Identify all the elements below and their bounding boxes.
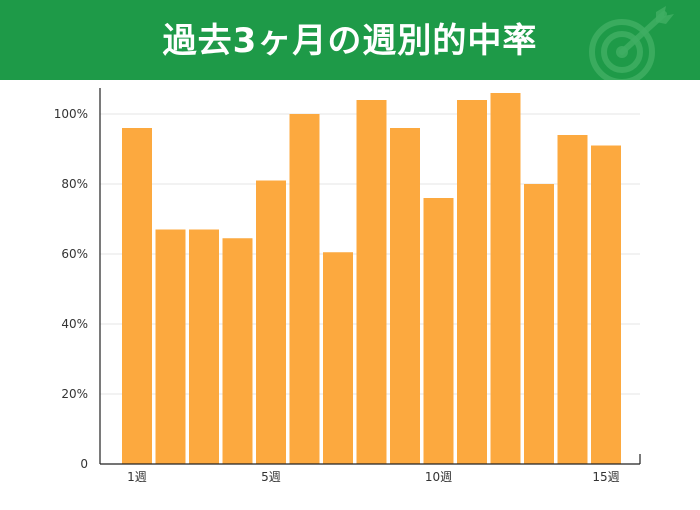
bar bbox=[423, 198, 454, 464]
target-arrow-icon bbox=[589, 6, 674, 80]
bar bbox=[356, 100, 387, 464]
bar bbox=[155, 229, 186, 464]
bar bbox=[222, 238, 253, 464]
bar bbox=[490, 93, 521, 464]
bar bbox=[256, 180, 286, 464]
bar bbox=[390, 128, 420, 464]
y-tick-label: 0 bbox=[80, 457, 88, 471]
y-tick-label: 80% bbox=[61, 177, 88, 191]
y-tick-label: 60% bbox=[61, 247, 88, 261]
bar bbox=[323, 252, 353, 464]
bar bbox=[557, 135, 588, 464]
y-tick-label: 20% bbox=[61, 387, 88, 401]
y-tick-label: 40% bbox=[61, 317, 88, 331]
bar bbox=[524, 184, 554, 464]
y-tick-label: 100% bbox=[54, 107, 88, 121]
bar-series bbox=[122, 93, 621, 464]
x-tick-label: 1週 bbox=[127, 470, 147, 484]
bar bbox=[457, 100, 487, 464]
bar bbox=[591, 145, 621, 464]
bar bbox=[122, 128, 152, 464]
chart-header: 過去3ヶ月の週別的中率 bbox=[0, 0, 700, 80]
bar-chart: 0 20% 40% 60% 80% 100% 1週 5週 10週 15週 bbox=[54, 88, 641, 484]
axes bbox=[99, 88, 641, 465]
x-tick-label: 15週 bbox=[592, 470, 619, 484]
chart-title: 過去3ヶ月の週別的中率 bbox=[162, 21, 538, 61]
bar bbox=[189, 229, 219, 464]
x-tick-label: 10週 bbox=[425, 470, 452, 484]
y-tick-labels: 0 20% 40% 60% 80% 100% bbox=[54, 107, 88, 471]
bar bbox=[289, 114, 320, 464]
x-tick-label: 5週 bbox=[261, 470, 281, 484]
x-tick-labels: 1週 5週 10週 15週 bbox=[127, 470, 619, 484]
